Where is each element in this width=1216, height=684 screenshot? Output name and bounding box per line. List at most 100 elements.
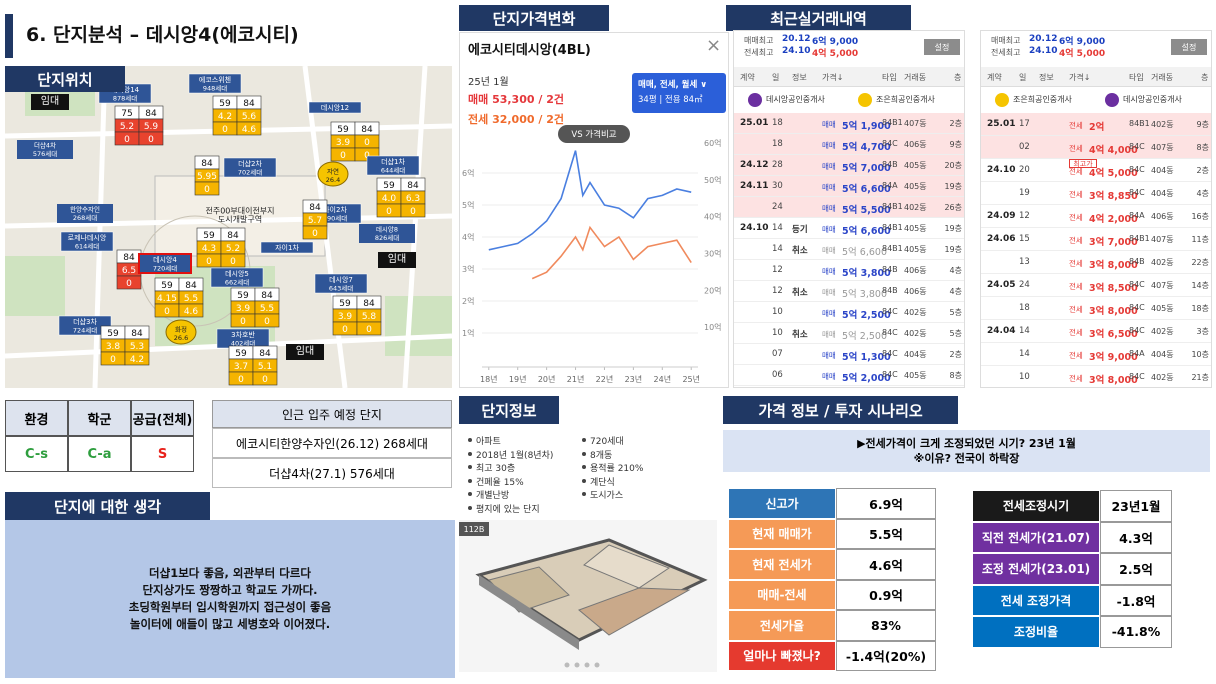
tag-text: 268세대 [73,213,97,222]
column-header: 타입 [882,73,897,82]
tag-text: 576세대 [33,149,57,158]
row-dong: 405동 [904,370,927,380]
marker-cell-text: 0 [222,125,228,135]
row-dong: 404동 [1151,165,1174,175]
bullet [468,438,472,442]
row-kind: 매매 [822,182,836,192]
marker-label-bg [260,241,314,254]
row-floor: 8층 [949,370,962,380]
row-day: 28 [772,159,783,170]
marker-name: 데시앙12 [321,104,349,112]
row-day: 13 [1019,256,1030,267]
row-day: 24 [1019,279,1030,290]
thoughts-header: 단지에 대한 생각 [5,492,210,520]
summary-price: 6억 9,000 [812,37,859,47]
tag-text: 화정 [175,325,187,334]
row-price: 3억 7,000 [1089,236,1138,248]
info-item: 아파트 [476,437,501,447]
price-line [488,150,692,251]
marker-cell-text: 0 [312,229,318,239]
tag-bg [317,161,349,187]
marker-cell [302,225,328,240]
scenario-value: 83% [836,610,936,641]
bullet [468,492,472,496]
row-floor: 26층 [944,202,962,212]
row-price: 5억 5,500 [842,204,891,216]
marker-cell-text: 84 [261,291,273,301]
row-highlight [734,176,964,197]
marker-cell-text: 0 [206,257,212,267]
row-price: 3억 8,000 [1089,374,1138,386]
row-day: 14 [772,222,783,233]
row-type: 84B1 [882,117,903,127]
scenario-value: 0.9억 [836,579,936,610]
marker-cell [252,371,278,386]
row-kind: 매매 [822,119,836,129]
row-line [981,319,1211,320]
marker-label-bg [366,155,420,176]
row-floor: 14층 [1191,280,1209,290]
marker-households: 702세대 [238,168,262,177]
agent-name: 조은희공인중개사 [1013,95,1072,104]
marker-cell [254,313,280,328]
scenario-label: 전세조정시기 [972,490,1100,522]
marker-label-bg [314,273,368,294]
marker-cell-text: 59 [203,231,215,241]
x-tick-label: 24년 [654,374,672,384]
marker-label-bg [223,157,277,178]
marker-cell-text: 0 [238,375,244,385]
row-highlight [734,134,964,155]
row-floor: 3층 [1196,326,1209,336]
info-item: 평지에 있는 단지 [476,504,540,515]
row-line [734,196,964,197]
row-line [734,280,964,281]
row-kind: 전세 [1069,258,1083,268]
row-kind: 매매 [822,308,836,318]
y2-tick-label: 40억 [704,212,722,222]
info-item: 건폐율 15% [476,477,524,488]
row-line [734,217,964,218]
marker-households: 490세대 [323,214,347,223]
columns-bg [981,67,1211,87]
row-month: 24.05 [987,279,1016,290]
marker-cell-text: 59 [219,99,231,109]
row-price: 5억 2,500 [842,309,891,321]
marker-cell-text: 0 [124,135,130,145]
summary-date: 24.10 [1029,46,1058,56]
column-header: 정보 [1039,73,1054,82]
marker-cell-text: 0 [204,185,210,195]
row-day: 19 [1019,187,1030,198]
x-tick-label: 25년 [682,374,700,384]
marker-cell-text: 0 [410,207,416,217]
info-item: 용적률 210% [590,464,644,474]
info-item: 720세대 [590,437,624,447]
y2-tick-label: 10억 [704,322,722,332]
column-header: 정보 [792,73,807,82]
row-floor: 2층 [949,118,962,128]
row-day: 10 [772,306,783,317]
marker-name: 데시앙14 [111,86,140,94]
row-price: 5억 1,900 [842,120,891,132]
marker-cell-text: 84 [363,299,375,309]
row-dong: 407동 [1151,234,1174,244]
row-dong: 405동 [904,160,927,170]
bullet [582,492,586,496]
grade-header: 학군 [68,400,131,436]
marker-cell [178,303,204,318]
info-item: 계단식 [590,477,615,488]
agent-icon [1105,93,1119,107]
row-price: 5억 2,500 [842,330,888,342]
marker-cell-text: 5.1 [258,362,272,372]
column-header: 일 [1019,73,1027,82]
row-dong: 402동 [1151,257,1174,267]
row-line [981,135,1211,136]
row-type: 84B [882,264,898,274]
scenario-value: -41.8% [1100,616,1172,648]
scenario-value: -1.8억 [1100,584,1172,616]
row-price: 5억 3,800 [842,267,891,279]
compare-button: VS 가격비교 [558,125,630,143]
row-price: 3억 8,500 [1089,282,1138,294]
bullet [468,451,472,456]
